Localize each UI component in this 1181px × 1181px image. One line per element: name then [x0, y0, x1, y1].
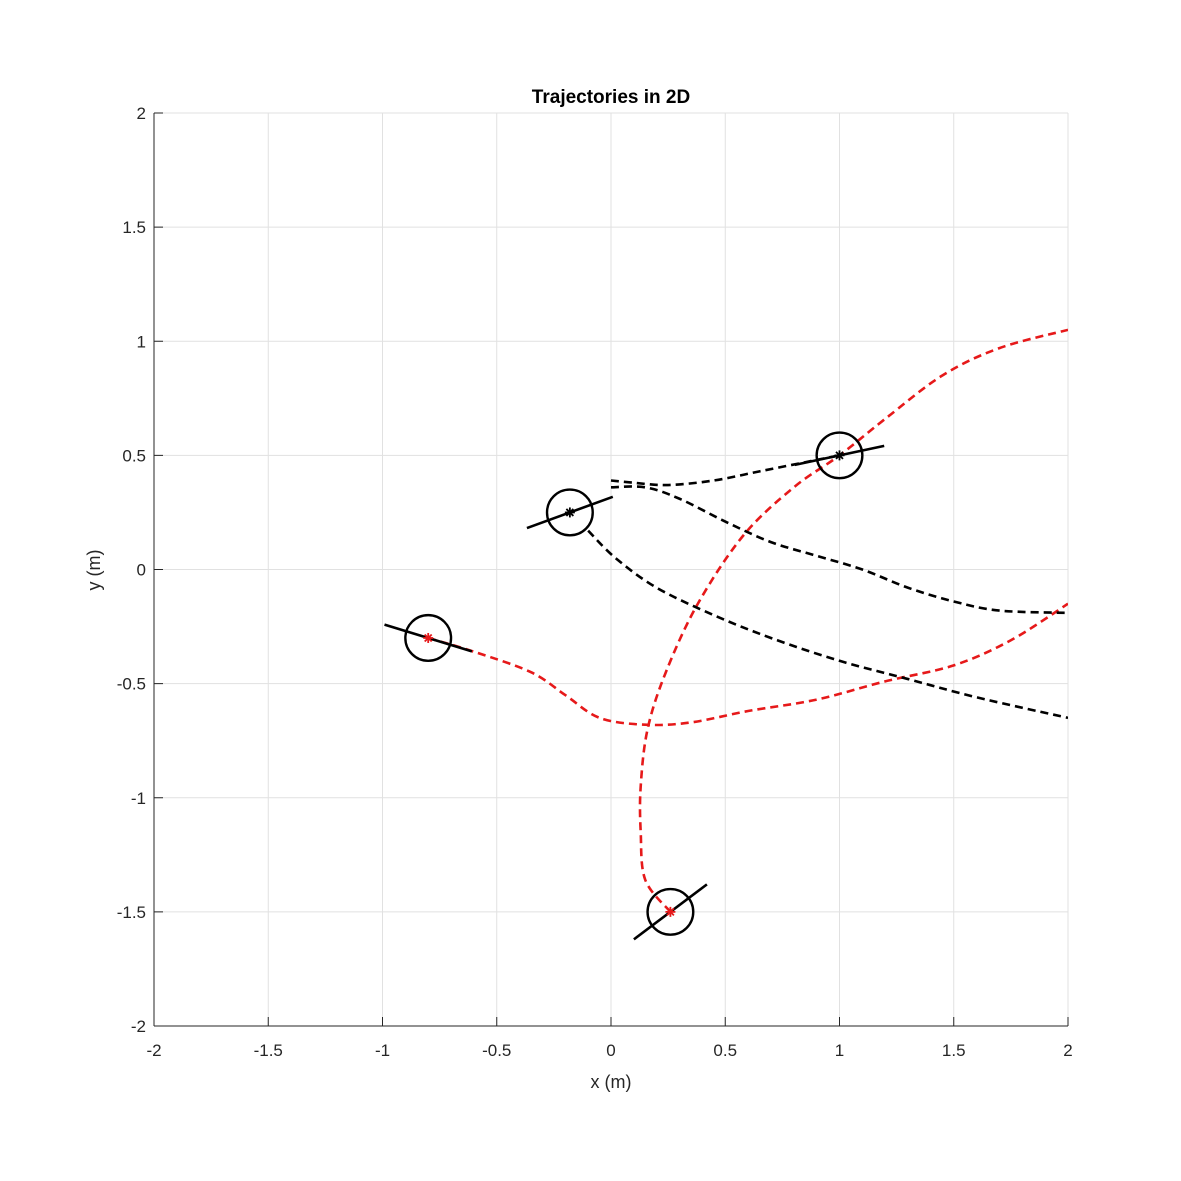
agent-center-marker [564, 507, 575, 518]
agent-center-marker [665, 906, 676, 917]
agent-center-marker [834, 450, 845, 461]
series-line-1 [638, 328, 1068, 913]
agent-2 [794, 431, 885, 480]
x-tick-label-2: -1 [375, 1041, 390, 1060]
grid [153, 112, 1069, 1027]
series-line-3 [610, 485, 1068, 615]
trajectory-series [427, 328, 1068, 913]
y-tick-label-4: 0 [137, 561, 146, 580]
x-tick-label-0: -2 [146, 1041, 161, 1060]
chart-title: Trajectories in 2D [532, 87, 690, 108]
y-tick-label-1: -1.5 [117, 903, 146, 922]
agent-body-circle [646, 887, 695, 936]
y-tick-label-5: 0.5 [122, 446, 146, 465]
series-line-2 [587, 529, 1068, 720]
x-tick-label-4: 0 [606, 1041, 615, 1060]
agent-3 [633, 883, 708, 941]
x-tick-label-5: 0.5 [713, 1041, 737, 1060]
tick-labels: -2 -1.5 -1 -0.5 0 0.5 1 1.5 2 -2 -1.5 -1 -0.5 0 0.5 1 1.… [117, 104, 1073, 1060]
x-tick-label-7: 1.5 [942, 1041, 966, 1060]
y-tick-label-6: 1 [137, 332, 146, 351]
y-tick-label-0: -2 [131, 1017, 146, 1036]
x-tick-label-6: 1 [835, 1041, 844, 1060]
y-tick-label-3: -0.5 [117, 675, 146, 694]
agent-body-circle [815, 431, 864, 480]
y-axis-label: y (m) [84, 550, 104, 591]
y-tick-label-7: 1.5 [122, 218, 146, 237]
series-line-0 [427, 602, 1068, 727]
agents [384, 431, 885, 941]
agent-1 [526, 488, 614, 537]
y-tick-label-2: -1 [131, 789, 146, 808]
x-axis-label: x (m) [591, 1072, 632, 1092]
axes [153, 112, 1069, 1027]
agent-body-circle [404, 613, 453, 663]
agent-body-circle [545, 488, 594, 537]
x-tick-label-1: -1.5 [254, 1041, 283, 1060]
agent-0 [384, 613, 473, 663]
x-tick-label-3: -0.5 [482, 1041, 511, 1060]
agent-center-marker [423, 632, 434, 643]
x-tick-label-8: 2 [1063, 1041, 1072, 1060]
y-tick-label-8: 2 [137, 104, 146, 123]
